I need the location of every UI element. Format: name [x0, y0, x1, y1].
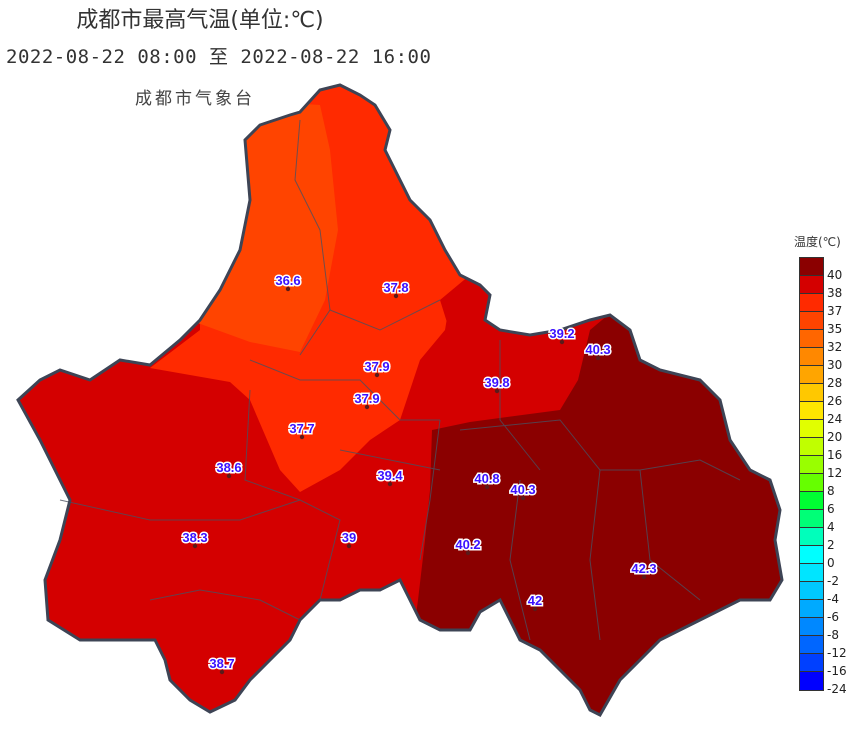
station-dot — [559, 339, 565, 345]
legend-swatch: 38 — [800, 276, 842, 300]
legend-swatch: 40 — [800, 258, 842, 282]
legend-swatch: -24 — [800, 672, 847, 696]
legend-label: 20 — [827, 430, 843, 444]
legend-label: 8 — [827, 484, 835, 498]
legend-label: 30 — [827, 358, 843, 372]
station-dot — [595, 355, 601, 361]
station-dot — [387, 481, 393, 487]
legend-label: 0 — [827, 556, 835, 570]
legend-label: -2 — [827, 574, 839, 588]
legend-title: 温度(℃) — [794, 235, 841, 249]
station-dot — [299, 434, 305, 440]
station-dot — [364, 404, 370, 410]
legend-label: 24 — [827, 412, 843, 426]
legend-swatch: 26 — [800, 384, 842, 408]
legend-label: 28 — [827, 376, 843, 390]
station-value: 39 — [342, 530, 356, 545]
legend-label: -8 — [827, 628, 839, 642]
station-value: 39.4 — [377, 468, 403, 483]
legend-label: 6 — [827, 502, 835, 516]
legend-swatch: -8 — [800, 618, 839, 642]
legend-label: -4 — [827, 592, 839, 606]
station-value: 42.3 — [631, 561, 656, 576]
legend-label: 40 — [827, 268, 843, 282]
legend-swatch: -16 — [800, 654, 847, 678]
station-dot — [393, 293, 399, 299]
station-dot — [465, 550, 471, 556]
station-dot — [641, 574, 647, 580]
legend-swatch: 28 — [800, 366, 842, 390]
legend-label: -16 — [827, 664, 847, 678]
district-borders — [59, 119, 741, 641]
station-dot — [192, 543, 198, 549]
station-value: 39.2 — [549, 326, 574, 341]
time-range: 2022-08-22 08:00 至 2022-08-22 16:00 — [6, 46, 432, 68]
legend-label: 12 — [827, 466, 843, 480]
legend-swatch: 20 — [800, 420, 842, 444]
legend-swatch: 16 — [800, 438, 842, 462]
station-value: 38.6 — [216, 460, 241, 475]
legend-swatch: 0 — [800, 546, 835, 570]
legend-swatch: 30 — [800, 348, 842, 372]
station-dot — [219, 669, 225, 675]
legend-swatch: -12 — [800, 636, 847, 660]
zone-35 — [195, 100, 338, 352]
color-legend: 40 38 37 35 32 30 28 26 24 20 16 12 8 6 4 2 0 -2 -4 -6 -8 -12… — [799, 257, 847, 696]
zone-38-north — [440, 275, 495, 332]
legend-swatch: 8 — [800, 474, 835, 498]
station-dot — [346, 543, 352, 549]
legend-swatch: 2 — [800, 528, 835, 552]
legend-label: 16 — [827, 448, 843, 462]
station-value: 40.2 — [455, 537, 480, 552]
station-value: 39.8 — [484, 375, 509, 390]
legend-label: -12 — [827, 646, 847, 660]
legend-label: 32 — [827, 340, 843, 354]
legend-label: 37 — [827, 304, 843, 318]
legend-swatch: -4 — [800, 582, 839, 606]
legend-swatch: 6 — [800, 492, 835, 516]
station-dot — [285, 286, 291, 292]
legend-swatch: 32 — [800, 330, 842, 354]
legend-label: -24 — [827, 682, 847, 696]
station-value: 42 — [528, 593, 542, 608]
station-value: 37.8 — [383, 280, 408, 295]
legend-label: 26 — [827, 394, 843, 408]
legend-swatch: 37 — [800, 294, 842, 318]
legend-swatch: 24 — [800, 402, 842, 426]
station-value: 37.7 — [289, 421, 314, 436]
legend-swatch: 12 — [800, 456, 842, 480]
station-dot — [484, 484, 490, 490]
station-dot — [520, 495, 526, 501]
station-value: 40.3 — [585, 342, 610, 357]
legend-label: 4 — [827, 520, 835, 534]
organization: 成都市气象台 — [135, 89, 255, 109]
station-dot — [494, 388, 500, 394]
station-dot — [532, 606, 538, 612]
station-dot — [374, 372, 380, 378]
station-value: 38.3 — [182, 530, 207, 545]
legend-swatch: -6 — [800, 600, 839, 624]
station-value: 36.6 — [275, 273, 300, 288]
legend-label: 2 — [827, 538, 835, 552]
legend-swatch: 4 — [800, 510, 835, 534]
map-title: 成都市最高气温(单位:℃) — [76, 8, 324, 33]
legend-swatch: 35 — [800, 312, 842, 336]
station-value: 37.9 — [354, 391, 379, 406]
station-value: 40.3 — [510, 482, 535, 497]
station-value: 40.8 — [474, 471, 499, 486]
legend-label: 35 — [827, 322, 843, 336]
legend-swatch: -2 — [800, 564, 839, 588]
station-dot — [226, 473, 232, 479]
legend-label: 38 — [827, 286, 843, 300]
station-value: 38.7 — [209, 656, 234, 671]
station-value: 37.9 — [364, 359, 389, 374]
legend-label: -6 — [827, 610, 839, 624]
